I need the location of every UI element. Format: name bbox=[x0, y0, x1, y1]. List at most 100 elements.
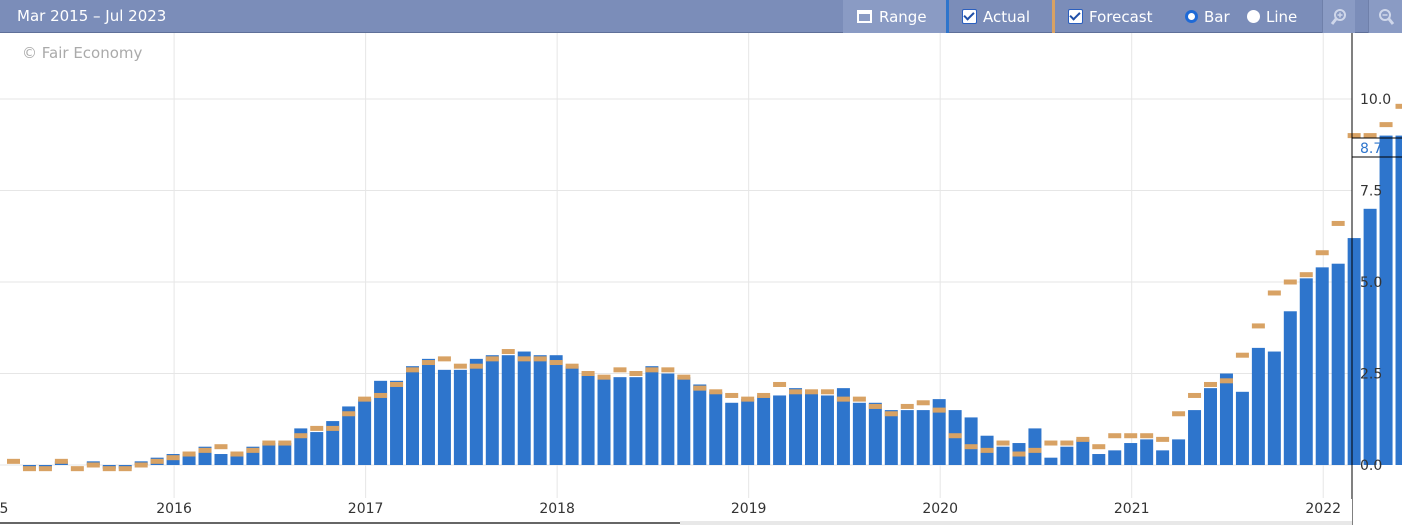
forecast-mark[interactable] bbox=[469, 363, 483, 369]
forecast-mark[interactable] bbox=[54, 458, 68, 464]
actual-bar[interactable] bbox=[533, 355, 547, 465]
actual-bar[interactable] bbox=[1092, 454, 1106, 465]
actual-bar[interactable] bbox=[517, 351, 531, 465]
forecast-mark[interactable] bbox=[725, 392, 739, 398]
forecast-mark[interactable] bbox=[374, 392, 388, 398]
forecast-mark[interactable] bbox=[262, 440, 276, 446]
actual-bar[interactable] bbox=[741, 399, 755, 465]
actual-bar[interactable] bbox=[629, 377, 643, 465]
actual-bar[interactable] bbox=[549, 355, 563, 465]
actual-bar[interactable] bbox=[469, 358, 483, 465]
actual-bar[interactable] bbox=[374, 380, 388, 465]
actual-bar[interactable] bbox=[996, 446, 1010, 465]
forecast-mark[interactable] bbox=[661, 367, 675, 373]
forecast-mark[interactable] bbox=[1140, 433, 1154, 439]
forecast-mark[interactable] bbox=[1219, 378, 1233, 384]
actual-bar[interactable] bbox=[326, 421, 340, 465]
forecast-mark[interactable] bbox=[150, 458, 164, 464]
forecast-mark[interactable] bbox=[741, 396, 755, 402]
forecast-mark[interactable] bbox=[820, 389, 834, 395]
actual-bar[interactable] bbox=[868, 402, 882, 465]
forecast-mark[interactable] bbox=[916, 400, 930, 406]
forecast-mark[interactable] bbox=[182, 451, 196, 457]
forecast-mark[interactable] bbox=[1060, 440, 1074, 446]
actual-bar[interactable] bbox=[485, 355, 499, 465]
forecast-mark[interactable] bbox=[230, 451, 244, 457]
forecast-mark[interactable] bbox=[1379, 122, 1393, 128]
actual-bar[interactable] bbox=[1315, 267, 1329, 465]
actual-bar[interactable] bbox=[1283, 311, 1297, 465]
forecast-mark[interactable] bbox=[421, 360, 435, 366]
forecast-mark[interactable] bbox=[773, 381, 787, 387]
actual-bar[interactable] bbox=[1044, 457, 1058, 465]
forecast-mark[interactable] bbox=[533, 356, 547, 362]
actual-bar[interactable] bbox=[597, 377, 611, 465]
forecast-mark[interactable] bbox=[597, 374, 611, 380]
forecast-mark[interactable] bbox=[852, 396, 866, 402]
actual-bar[interactable] bbox=[1219, 373, 1233, 466]
forecast-mark[interactable] bbox=[102, 466, 116, 472]
bar-mode-option[interactable]: Bar bbox=[1185, 0, 1245, 33]
forecast-mark[interactable] bbox=[996, 440, 1010, 446]
forecast-mark[interactable] bbox=[310, 425, 324, 431]
actual-bar[interactable] bbox=[757, 395, 771, 465]
actual-bar[interactable] bbox=[1124, 443, 1138, 465]
forecast-mark[interactable] bbox=[629, 371, 643, 376]
actual-bar[interactable] bbox=[1395, 135, 1402, 465]
forecast-mark[interactable] bbox=[485, 356, 499, 362]
actual-bar[interactable] bbox=[437, 369, 451, 465]
forecast-mark[interactable] bbox=[7, 458, 20, 464]
actual-bar[interactable] bbox=[1060, 446, 1074, 465]
actual-toggle[interactable]: Actual bbox=[962, 0, 1052, 33]
actual-bar[interactable] bbox=[725, 402, 739, 465]
actual-bar[interactable] bbox=[1204, 388, 1217, 465]
actual-bar[interactable] bbox=[1267, 351, 1281, 465]
forecast-mark[interactable] bbox=[22, 466, 36, 472]
actual-bar[interactable] bbox=[342, 406, 356, 465]
forecast-mark[interactable] bbox=[709, 389, 723, 395]
forecast-mark[interactable] bbox=[1331, 220, 1345, 226]
actual-bar[interactable] bbox=[645, 366, 659, 465]
forecast-mark[interactable] bbox=[1188, 392, 1202, 398]
actual-bar[interactable] bbox=[1299, 278, 1313, 465]
actual-bar[interactable] bbox=[1076, 439, 1090, 465]
forecast-mark[interactable] bbox=[1235, 352, 1249, 358]
actual-bar[interactable] bbox=[661, 373, 675, 466]
actual-bar[interactable] bbox=[677, 377, 691, 465]
forecast-mark[interactable] bbox=[70, 466, 84, 472]
actual-bar[interactable] bbox=[1156, 450, 1170, 465]
forecast-mark[interactable] bbox=[1204, 381, 1217, 387]
forecast-mark[interactable] bbox=[1251, 323, 1265, 329]
actual-bar[interactable] bbox=[916, 410, 930, 465]
actual-bar[interactable] bbox=[613, 377, 627, 465]
forecast-toggle[interactable]: Forecast bbox=[1068, 0, 1178, 33]
actual-bar[interactable] bbox=[1379, 135, 1393, 465]
actual-bar[interactable] bbox=[693, 384, 707, 465]
forecast-mark[interactable] bbox=[118, 466, 132, 472]
forecast-mark[interactable] bbox=[358, 396, 372, 402]
forecast-mark[interactable] bbox=[517, 356, 531, 362]
actual-bar[interactable] bbox=[390, 380, 404, 465]
forecast-mark[interactable] bbox=[884, 411, 898, 417]
forecast-mark[interactable] bbox=[757, 392, 771, 398]
forecast-mark[interactable] bbox=[980, 447, 994, 453]
actual-bar[interactable] bbox=[1251, 347, 1265, 465]
forecast-mark[interactable] bbox=[677, 374, 691, 380]
actual-bar[interactable] bbox=[1172, 439, 1186, 465]
actual-bar[interactable] bbox=[182, 454, 196, 465]
actual-bar[interactable] bbox=[900, 410, 914, 465]
actual-bar[interactable] bbox=[453, 369, 467, 465]
actual-bar[interactable] bbox=[1028, 428, 1042, 465]
forecast-mark[interactable] bbox=[437, 356, 451, 362]
forecast-mark[interactable] bbox=[1172, 411, 1186, 417]
line-mode-option[interactable]: Line bbox=[1247, 0, 1317, 33]
forecast-mark[interactable] bbox=[1347, 133, 1361, 139]
forecast-checkbox[interactable] bbox=[1068, 9, 1083, 24]
actual-bar[interactable] bbox=[773, 395, 787, 465]
actual-bar[interactable] bbox=[214, 454, 228, 465]
actual-bar[interactable] bbox=[1331, 263, 1345, 465]
forecast-mark[interactable] bbox=[789, 389, 803, 395]
forecast-mark[interactable] bbox=[1012, 451, 1026, 457]
forecast-mark[interactable] bbox=[501, 349, 515, 355]
forecast-mark[interactable] bbox=[214, 444, 228, 450]
